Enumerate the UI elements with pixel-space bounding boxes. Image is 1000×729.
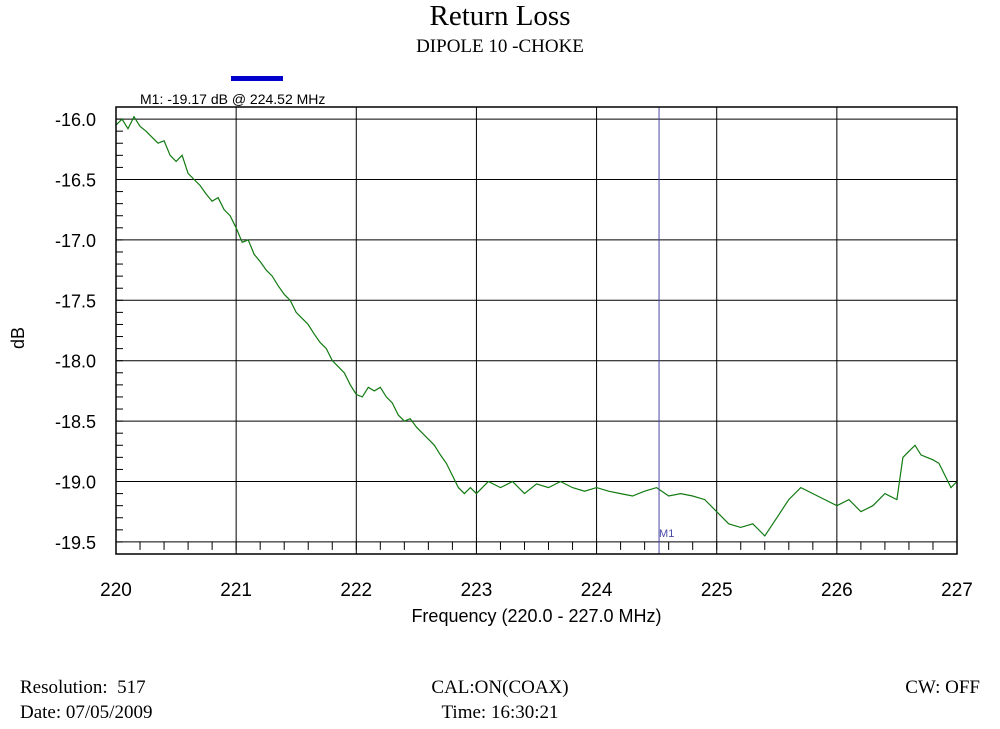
x-tick-label: 227 <box>941 580 973 601</box>
x-tick-label: 225 <box>701 580 733 601</box>
x-tick-label: 221 <box>220 580 252 601</box>
date-value: 07/05/2009 <box>65 702 153 723</box>
y-tick-labels: -16.0 -16.5 -17.0 -17.5 -18.0 -18.5 -19.0 -19.5 <box>55 110 96 553</box>
chart-title: Return Loss <box>429 0 571 32</box>
resolution-value: 517 <box>117 677 146 698</box>
x-tick-label: 222 <box>340 580 372 601</box>
time-value: 16:30:21 <box>490 702 559 723</box>
plot-area <box>116 107 957 554</box>
plot-frame <box>115 106 958 555</box>
y-tick-label: -19.5 <box>55 533 96 553</box>
y-tick-label: -19.0 <box>55 473 96 493</box>
y-tick-label: -17.0 <box>55 231 96 251</box>
y-tick-label: -18.5 <box>55 412 96 432</box>
cw-status: CW: OFF <box>905 677 980 698</box>
return-loss-line <box>115 115 958 537</box>
y-axis-label: dB <box>8 327 28 349</box>
y-tick-label: -16.5 <box>55 170 96 190</box>
chart-subtitle: DIPOLE 10 -CHOKE <box>416 36 584 57</box>
marker-legend-swatch <box>231 76 283 81</box>
time-label: Time: <box>441 702 487 723</box>
x-axis-label: Frequency (220.0 - 227.0 MHz) <box>411 606 661 626</box>
y-tick-label: -17.5 <box>55 291 96 311</box>
time-info: Time: 16:30:21 <box>441 702 558 724</box>
x-tick-label: 223 <box>461 580 493 601</box>
minor-ticks <box>116 118 958 550</box>
x-tick-label: 220 <box>100 580 132 601</box>
x-tick-label: 224 <box>581 580 613 601</box>
y-tick-label: -18.0 <box>55 352 96 372</box>
date-info: Date: 07/05/2009 <box>20 702 152 724</box>
calibration-status: CAL:ON(COAX) <box>431 677 569 698</box>
return-loss-chart: M1 M1: -19.17 dB @ 224.52 MHz -16.0 -16.5… <box>8 76 973 626</box>
x-tick-label: 226 <box>821 580 853 601</box>
marker-readout: M1: -19.17 dB @ 224.52 MHz <box>140 91 325 107</box>
marker-m1-label: M1 <box>659 528 674 540</box>
resolution-info: Resolution: 517 <box>20 677 146 699</box>
x-tick-labels: 220 221 222 223 224 225 226 227 <box>100 580 973 601</box>
y-tick-label: -16.0 <box>55 110 96 130</box>
resolution-label: Resolution: <box>20 677 108 698</box>
date-label: Date: <box>20 702 62 723</box>
